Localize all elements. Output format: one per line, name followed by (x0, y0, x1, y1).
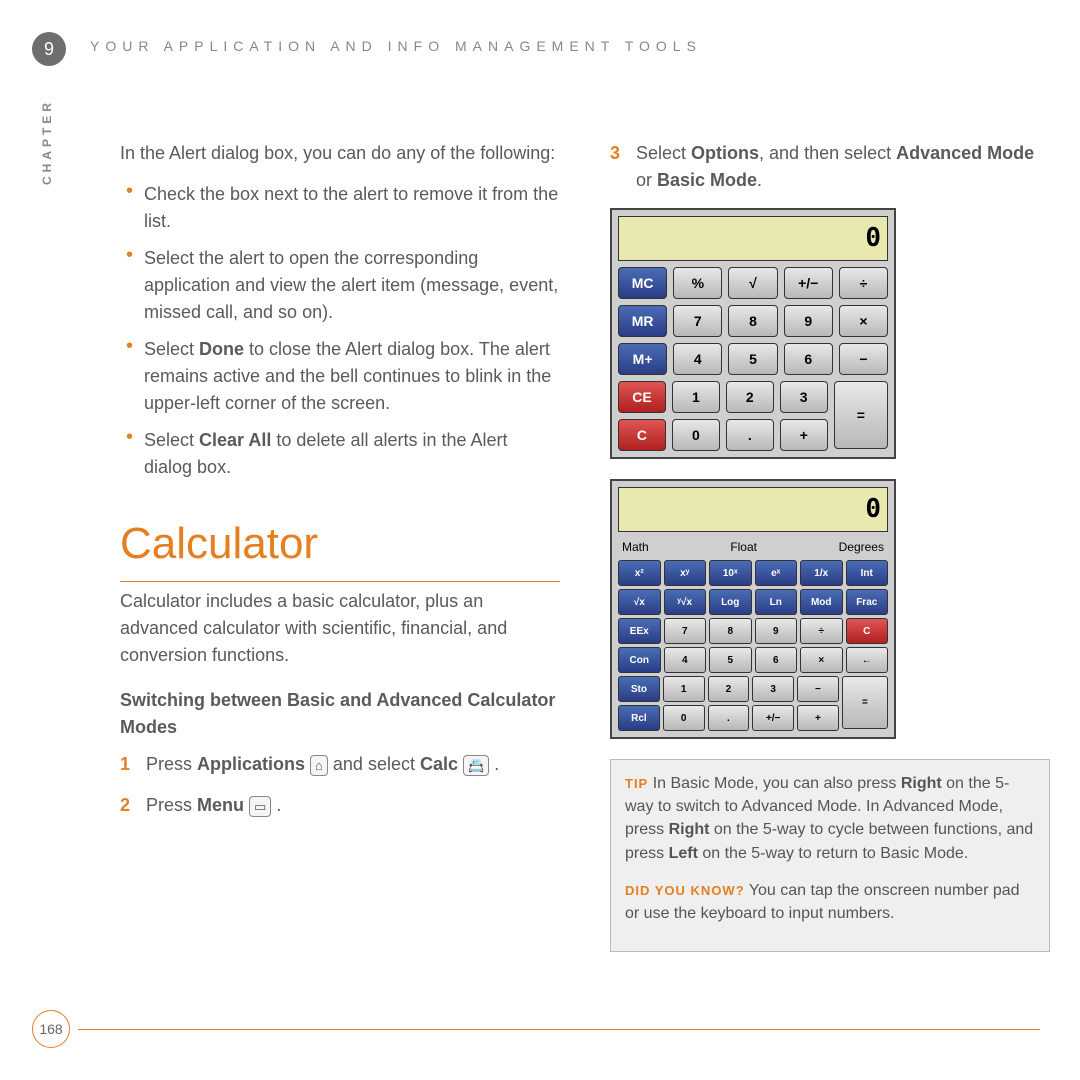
alert-intro: In the Alert dialog box, you can do any … (120, 140, 560, 167)
calc-btn[interactable]: M+ (618, 343, 667, 375)
adv-btn[interactable]: − (797, 676, 839, 702)
adv-btn[interactable]: ÷ (800, 618, 843, 644)
adv-btn[interactable]: . (708, 705, 750, 731)
right-column: 3 Select Options, and then select Advance… (610, 140, 1050, 952)
adv-btn[interactable]: 10ˣ (709, 560, 752, 586)
adv-btn[interactable]: EEx (618, 618, 661, 644)
step3-list: 3Select Options, and then select Advance… (610, 140, 1050, 194)
calc-btn[interactable]: 4 (673, 343, 722, 375)
adv-btn[interactable]: x² (618, 560, 661, 586)
calc-btn[interactable]: MR (618, 305, 667, 337)
adv-btn[interactable]: ← (846, 647, 889, 673)
alert-bullets: Check the box next to the alert to remov… (120, 181, 560, 481)
calc-btn[interactable]: 2 (726, 381, 774, 413)
calc-btn[interactable]: C (618, 419, 666, 451)
home-icon: ⌂ (310, 755, 328, 777)
adv-btn[interactable]: √x (618, 589, 661, 615)
adv-btn[interactable]: × (800, 647, 843, 673)
basic-display: 0 (618, 216, 888, 261)
calc-btn[interactable]: 3 (780, 381, 828, 413)
adv-btn[interactable]: xʸ (664, 560, 707, 586)
calculator-desc: Calculator includes a basic calculator, … (120, 588, 560, 669)
dyk-tag: DID YOU KNOW? (625, 883, 745, 898)
adv-btn[interactable]: 1/x (800, 560, 843, 586)
adv-btn[interactable]: + (797, 705, 839, 731)
left-column: In the Alert dialog box, you can do any … (120, 140, 560, 952)
calc-btn[interactable]: CE (618, 381, 666, 413)
calc-btn[interactable]: 1 (672, 381, 720, 413)
calc-btn[interactable]: + (780, 419, 828, 451)
adv-modes: Math Float Degrees (618, 538, 888, 560)
adv-btn[interactable]: 3 (752, 676, 794, 702)
bullet-item: Select Clear All to delete all alerts in… (120, 427, 560, 481)
adv-btn[interactable]: 5 (709, 647, 752, 673)
bullet-item: Check the box next to the alert to remov… (120, 181, 560, 235)
calc-btn[interactable]: − (839, 343, 888, 375)
chapter-side-label: CHAPTER (40, 99, 54, 185)
adv-display: 0 (618, 487, 888, 532)
adv-btn[interactable]: Rcl (618, 705, 660, 731)
adv-btn[interactable]: C (846, 618, 889, 644)
calc-btn[interactable]: × (839, 305, 888, 337)
adv-btn[interactable]: ʸ√x (664, 589, 707, 615)
tip-box: TIP In Basic Mode, you can also press Ri… (610, 759, 1050, 952)
adv-btn-equals[interactable]: = (842, 676, 888, 729)
calc-btn[interactable]: % (673, 267, 722, 299)
bullet-item: Select Done to close the Alert dialog bo… (120, 336, 560, 417)
calc-btn[interactable]: . (726, 419, 774, 451)
tip-text: In Basic Mode, you can also press Right … (625, 775, 1033, 862)
adv-btn[interactable]: 2 (708, 676, 750, 702)
adv-btn[interactable]: Log (709, 589, 752, 615)
advanced-calculator: 0 Math Float Degrees x²xʸ10ˣeˣ1/xInt √xʸ√… (610, 479, 896, 739)
footer-rule (78, 1029, 1040, 1030)
calc-btn[interactable]: +/− (784, 267, 833, 299)
calc-btn[interactable]: 5 (728, 343, 777, 375)
adv-btn[interactable]: Mod (800, 589, 843, 615)
steps-list: 1Press Applications ⌂ and select Calc 📇 … (120, 751, 560, 819)
calc-btn[interactable]: 6 (784, 343, 833, 375)
adv-btn[interactable]: 9 (755, 618, 798, 644)
menu-icon: ▭ (249, 796, 271, 818)
bullet-item: Select the alert to open the correspondi… (120, 245, 560, 326)
adv-btn[interactable]: Ln (755, 589, 798, 615)
adv-btn[interactable]: 0 (663, 705, 705, 731)
calc-icon: 📇 (463, 755, 489, 777)
adv-btn[interactable]: 4 (664, 647, 707, 673)
adv-btn[interactable]: 7 (664, 618, 707, 644)
adv-btn[interactable]: 6 (755, 647, 798, 673)
adv-btn[interactable]: +/− (752, 705, 794, 731)
calc-btn-equals[interactable]: = (834, 381, 888, 449)
step3-text: Select Options, and then select Advanced… (636, 143, 1034, 190)
calc-btn[interactable]: 9 (784, 305, 833, 337)
calc-btn[interactable]: 7 (673, 305, 722, 337)
page-number: 168 (32, 1010, 70, 1048)
calculator-heading: Calculator (120, 511, 560, 582)
calc-btn[interactable]: 8 (728, 305, 777, 337)
chapter-title: YOUR APPLICATION AND INFO MANAGEMENT TOO… (90, 38, 702, 54)
adv-btn[interactable]: Frac (846, 589, 889, 615)
adv-btn[interactable]: eˣ (755, 560, 798, 586)
calc-btn[interactable]: √ (728, 267, 777, 299)
adv-btn[interactable]: Con (618, 647, 661, 673)
step-item: 1Press Applications ⌂ and select Calc 📇 … (120, 751, 560, 778)
switching-subheading: Switching between Basic and Advanced Cal… (120, 687, 560, 741)
adv-btn[interactable]: 1 (663, 676, 705, 702)
tip-tag: TIP (625, 776, 648, 791)
step-item: 2Press Menu ▭ . (120, 792, 560, 819)
calc-btn[interactable]: MC (618, 267, 667, 299)
adv-btn[interactable]: Int (846, 560, 889, 586)
chapter-badge: 9 (32, 32, 66, 66)
calc-btn[interactable]: 0 (672, 419, 720, 451)
adv-btn[interactable]: Sto (618, 676, 660, 702)
adv-btn[interactable]: 8 (709, 618, 752, 644)
calc-btn[interactable]: ÷ (839, 267, 888, 299)
basic-calculator: 0 MC%√+/−÷MR789×M+456−CE123C0.+= (610, 208, 896, 459)
